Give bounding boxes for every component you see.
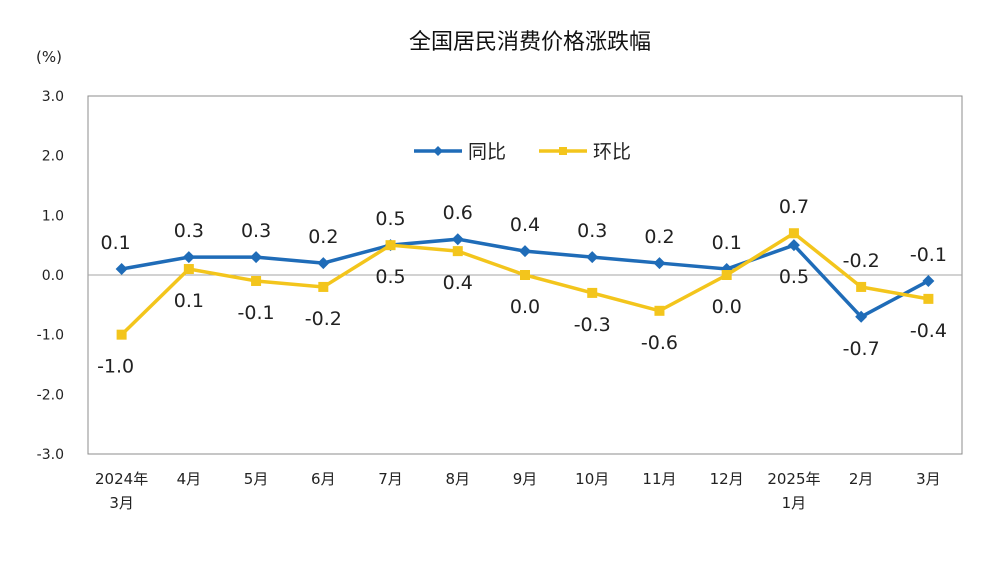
data-point-square (116, 329, 127, 340)
legend-marker-square (559, 147, 567, 155)
data-label: 0.2 (308, 226, 338, 248)
data-point-square (788, 228, 799, 239)
data-point-diamond (250, 251, 263, 264)
data-point-square (587, 287, 598, 298)
data-label: 0.0 (510, 296, 540, 318)
data-point-diamond (855, 310, 868, 323)
y-tick-label: 3.0 (42, 89, 64, 105)
y-tick-label: 2.0 (42, 149, 64, 165)
legend-label: 同比 (468, 141, 506, 163)
data-label: 0.5 (779, 266, 809, 288)
data-point-square (251, 275, 262, 286)
data-label: 0.6 (443, 202, 473, 224)
data-point-diamond (115, 263, 128, 276)
data-label: -0.6 (641, 332, 678, 354)
data-label: 0.7 (779, 196, 809, 218)
data-point-square (856, 281, 867, 292)
x-tick-label: 3月 (109, 494, 134, 512)
data-point-square (183, 264, 194, 275)
data-point-diamond (922, 274, 935, 287)
x-tick-label: 8月 (445, 470, 470, 488)
y-tick-label: 0.0 (42, 268, 64, 284)
data-label: -1.0 (97, 356, 134, 378)
legend-label: 环比 (593, 141, 631, 163)
y-tick-label: 1.0 (42, 208, 64, 224)
x-tick-label: 3月 (916, 470, 941, 488)
x-tick-label: 10月 (575, 470, 609, 488)
data-point-square (721, 270, 732, 280)
data-label: 0.1 (712, 232, 742, 254)
data-point-diamond (519, 245, 531, 258)
data-point-square (520, 270, 530, 280)
x-tick-label: 12月 (710, 470, 744, 488)
x-tick-label: 1月 (782, 494, 807, 512)
data-point-diamond (182, 251, 195, 264)
y-tick-label: -1.0 (37, 328, 64, 344)
data-label: 0.4 (443, 272, 473, 294)
x-tick-label: 9月 (513, 470, 538, 488)
data-label: 0.1 (174, 290, 204, 312)
data-point-diamond (317, 257, 330, 270)
data-label: -0.1 (910, 244, 947, 266)
data-label: -0.4 (910, 320, 947, 342)
y-axis-unit: (%) (36, 48, 62, 66)
data-point-diamond (451, 233, 464, 246)
x-tick-label: 5月 (244, 470, 269, 488)
data-label: 0.3 (577, 220, 607, 242)
x-tick-label: 2025年 (767, 470, 820, 488)
x-tick-label: 6月 (311, 470, 336, 488)
data-point-square (654, 305, 665, 316)
y-tick-label: -2.0 (37, 387, 64, 403)
data-label: -0.2 (843, 250, 880, 272)
data-label: 0.5 (375, 208, 405, 230)
x-tick-label: 2月 (849, 470, 874, 488)
x-tick-label: 4月 (177, 470, 202, 488)
x-tick-label: 11月 (642, 470, 676, 488)
data-label: 0.4 (510, 214, 540, 236)
data-label: -0.7 (843, 338, 880, 360)
x-tick-label: 2024年 (95, 470, 148, 488)
data-label: -0.1 (238, 302, 275, 324)
data-label: 0.2 (644, 226, 674, 248)
data-label: 0.1 (101, 232, 131, 254)
data-point-square (923, 293, 934, 304)
data-point-diamond (653, 257, 666, 270)
x-tick-label: 7月 (378, 470, 403, 488)
y-tick-label: -3.0 (37, 447, 64, 463)
data-label: 0.3 (241, 220, 271, 242)
data-label: -0.2 (305, 308, 342, 330)
data-point-square (318, 281, 329, 292)
data-label: 0.5 (375, 266, 405, 288)
legend-marker-diamond (433, 146, 443, 156)
data-label: 0.0 (712, 296, 742, 318)
data-point-square (385, 240, 396, 251)
data-point-square (452, 246, 463, 257)
data-label: -0.3 (574, 314, 611, 336)
data-point-diamond (586, 251, 599, 264)
data-point-diamond (787, 239, 800, 252)
data-label: 0.3 (174, 220, 204, 242)
chart-title: 全国居民消费价格涨跌幅 (408, 30, 651, 55)
